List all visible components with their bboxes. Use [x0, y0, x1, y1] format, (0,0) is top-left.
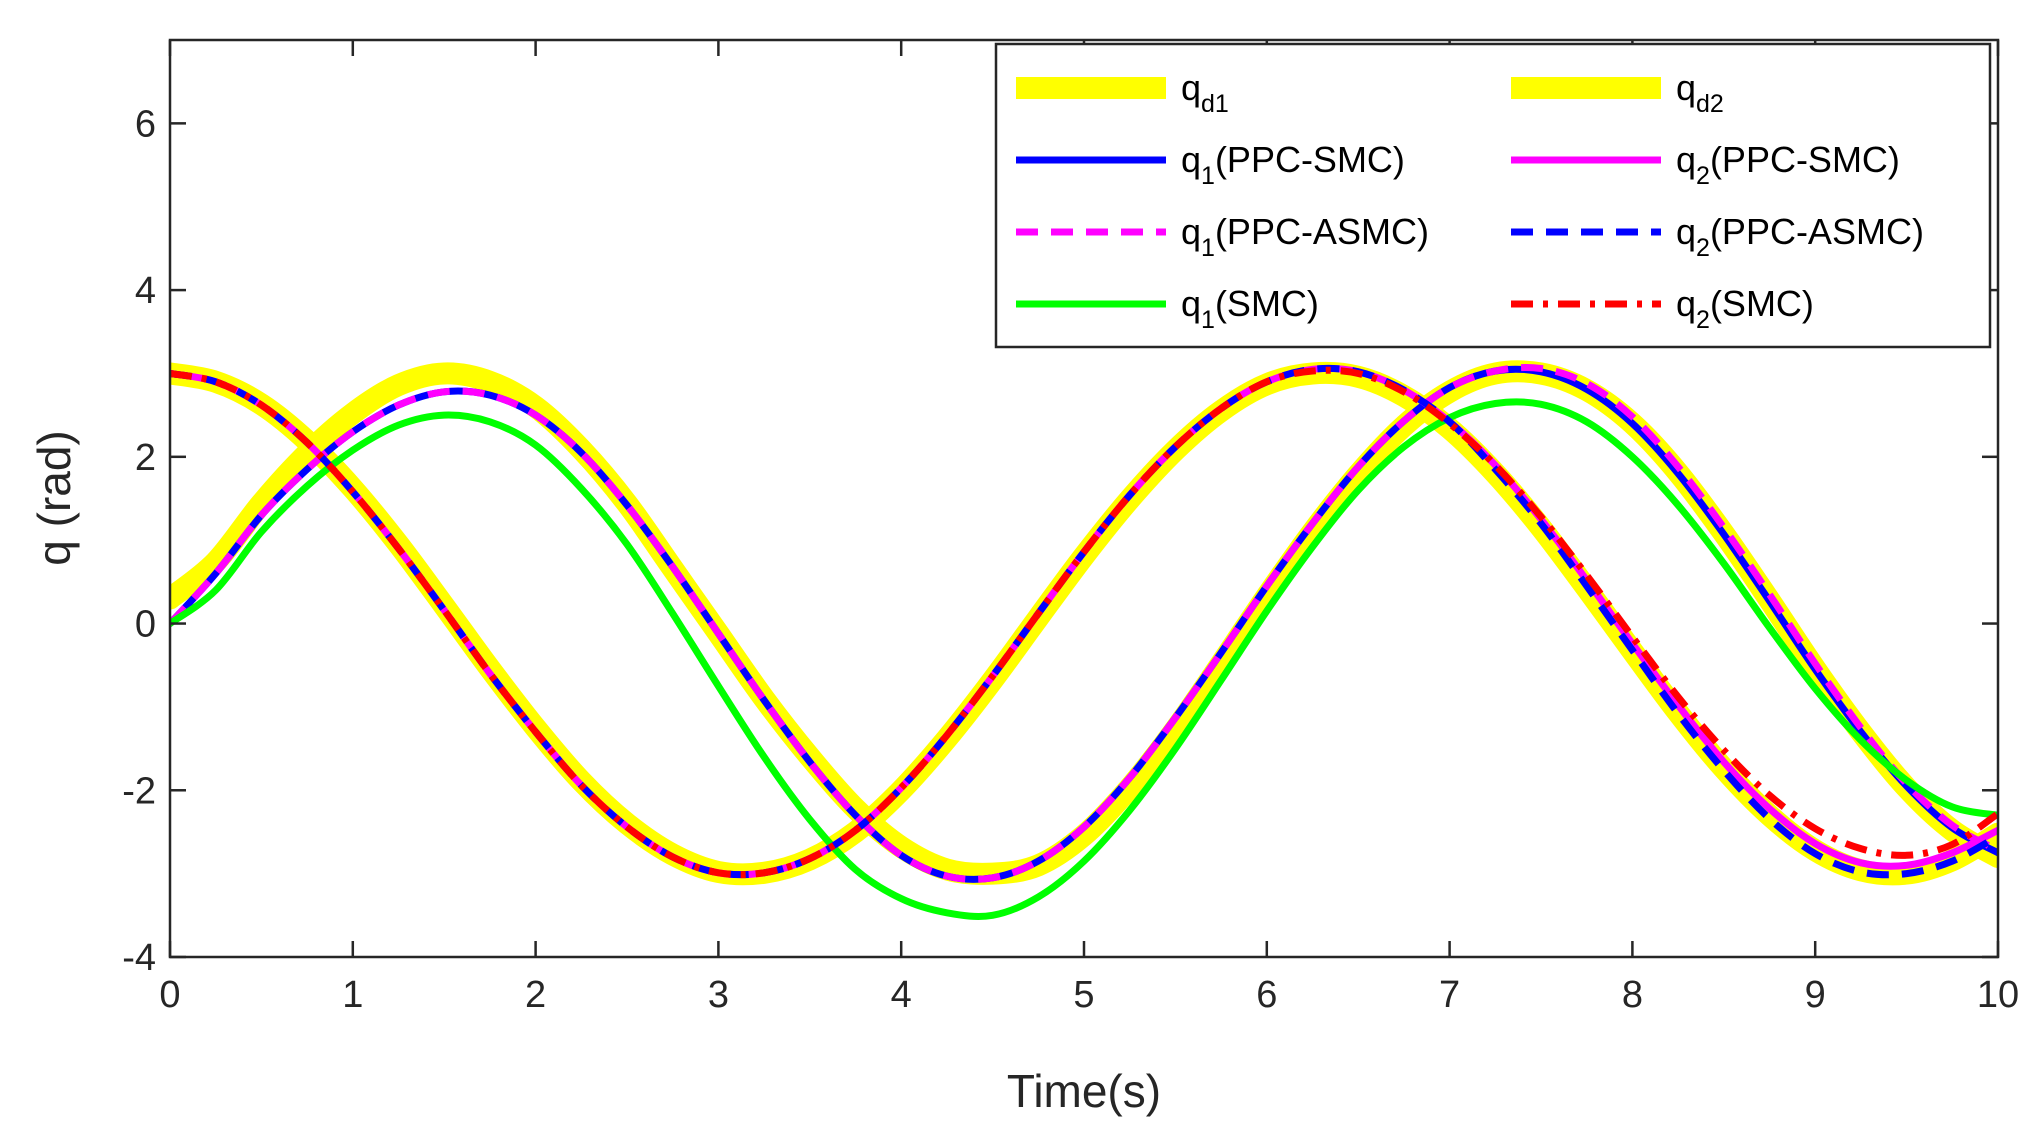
y-tick-label: -2	[122, 770, 156, 812]
x-tick-label: 6	[1256, 974, 1277, 1016]
legend-label-suffix: (SMC)	[1215, 283, 1319, 324]
legend-label-suffix: (PPC-SMC)	[1215, 139, 1405, 180]
y-tick-label: 4	[135, 270, 156, 312]
legend-label-suffix: (PPC-ASMC)	[1215, 211, 1429, 252]
x-tick-label: 3	[708, 974, 729, 1016]
legend-label-5: q2(PPC-SMC)	[1676, 139, 1900, 190]
series-layer	[170, 360, 1998, 920]
legend-label-main: q	[1181, 139, 1201, 180]
legend-label-2: q1(PPC-SMC)	[1181, 139, 1405, 190]
legend-label-sub: d2	[1696, 90, 1724, 118]
legend-label-sub: d1	[1201, 90, 1229, 118]
legend-label-sub: 2	[1696, 306, 1710, 334]
legend-label-main: q	[1676, 283, 1696, 324]
y-tick-label: 0	[135, 604, 156, 646]
legend-label-main: q	[1181, 211, 1201, 252]
legend-label-main: q	[1676, 139, 1696, 180]
legend-label-sub: 1	[1201, 162, 1215, 190]
x-tick-label: 4	[891, 974, 912, 1016]
legend-label-sub: 1	[1201, 234, 1215, 262]
x-tick-label: 8	[1622, 974, 1643, 1016]
legend-label-main: q	[1676, 211, 1696, 252]
x-tick-label: 10	[1977, 974, 2019, 1016]
series-line-7	[170, 366, 1998, 879]
legend-label-4: q1(SMC)	[1181, 283, 1319, 334]
legend-label-7: q2(SMC)	[1676, 283, 1814, 334]
legend-label-main: q	[1676, 67, 1696, 108]
legend-label-main: q	[1181, 67, 1201, 108]
ticks-layer: 0 1 2 3 4 5 6 7 8 9 10 -4 -2 0 2 4 6	[122, 40, 2019, 1016]
x-tick-label: 2	[525, 974, 546, 1016]
x-tick-label: 5	[1073, 974, 1094, 1016]
series-line-3	[170, 364, 1998, 883]
y-tick-label: -4	[122, 937, 156, 979]
y-tick-label: 6	[135, 103, 156, 145]
y-tick-label: 2	[135, 437, 156, 479]
legend-label-suffix: (PPC-ASMC)	[1710, 211, 1924, 252]
legend-label-3: q1(PPC-ASMC)	[1181, 211, 1429, 262]
legend-label-sub: 2	[1696, 162, 1710, 190]
legend-label-1: qd2	[1676, 67, 1724, 118]
y-axis-label: q (rad)	[28, 430, 80, 565]
legend-label-0: qd1	[1181, 67, 1229, 118]
x-tick-label: 7	[1439, 974, 1460, 1016]
legend-label-sub: 1	[1201, 306, 1215, 334]
legend-label-sub: 2	[1696, 234, 1710, 262]
x-tick-label: 1	[342, 974, 363, 1016]
series-line-4	[170, 398, 1998, 920]
legend-label-suffix: (SMC)	[1710, 283, 1814, 324]
x-axis-label: Time(s)	[1007, 1065, 1161, 1117]
legend-label-6: q2(PPC-ASMC)	[1676, 211, 1924, 262]
legend-label-suffix: (PPC-SMC)	[1710, 139, 1900, 180]
legend-label-main: q	[1181, 283, 1201, 324]
x-tick-label: 0	[159, 974, 180, 1016]
x-tick-label: 9	[1805, 974, 1826, 1016]
